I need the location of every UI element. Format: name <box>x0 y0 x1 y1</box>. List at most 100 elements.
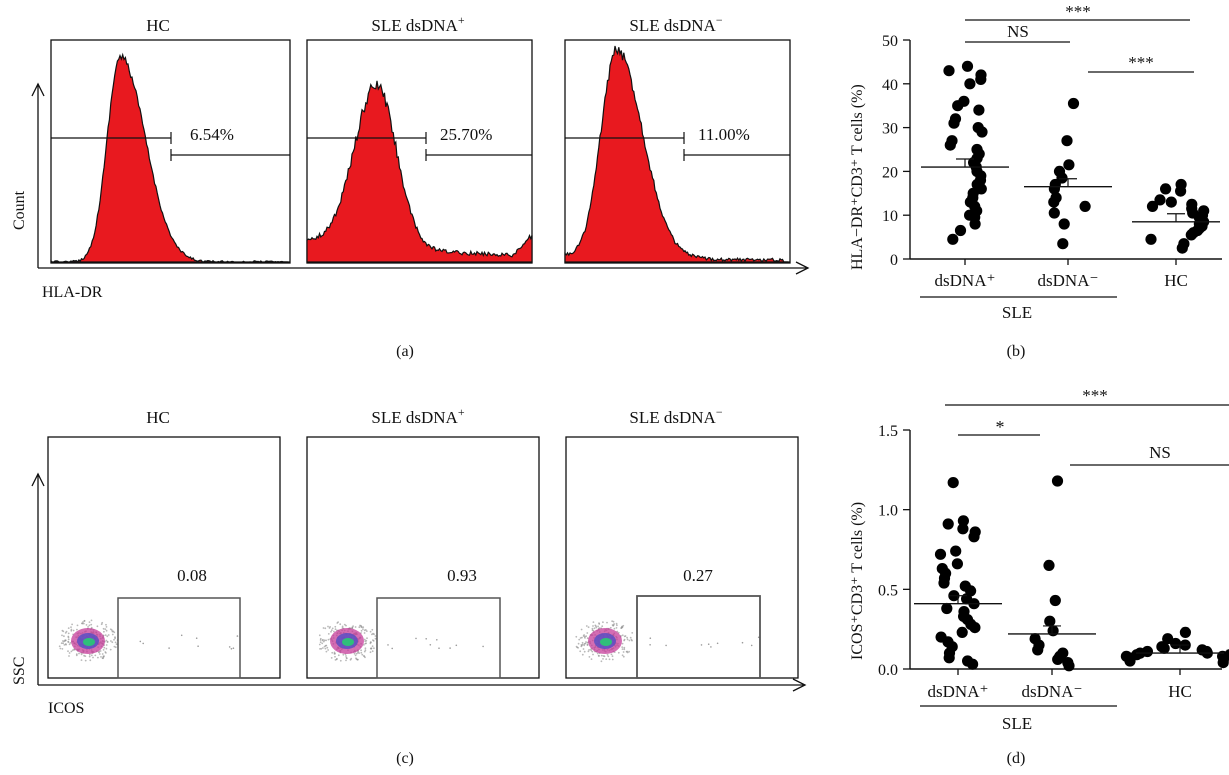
gate-percent: 6.54% <box>190 125 234 144</box>
data-point <box>1185 229 1197 241</box>
title-superscript: + <box>458 405 465 419</box>
significance-label: NS <box>1007 22 1029 41</box>
data-point <box>1063 159 1075 171</box>
y-tick-label: 10 <box>882 208 898 225</box>
data-point <box>1154 194 1166 206</box>
y-tick-label: 30 <box>882 121 898 138</box>
data-point <box>1051 475 1064 487</box>
panel-b-points <box>943 60 1210 254</box>
data-point <box>1176 242 1188 254</box>
histogram-sle-dsdna-positive: SLE dsDNA+ 25.70% <box>306 13 533 264</box>
data-point <box>976 126 988 138</box>
data-point <box>1145 233 1157 245</box>
data-point <box>1165 196 1177 208</box>
data-point <box>943 65 955 77</box>
panel-c-x-axis-label: ICOS <box>48 700 84 717</box>
data-point <box>1124 655 1136 667</box>
data-point <box>1079 200 1091 212</box>
data-point <box>1048 196 1060 208</box>
panel-d-points <box>934 475 1229 672</box>
significance-bracket: *** <box>1088 53 1194 73</box>
data-point <box>961 60 974 72</box>
panel-b-means <box>921 158 1220 223</box>
significance-bracket: *** <box>945 386 1229 406</box>
data-point <box>1049 594 1061 607</box>
data-point <box>934 548 947 560</box>
panel-c: SSC ICOS HC 0.08 SLE dsDNA+ 0.93 SLE dsD… <box>11 405 807 767</box>
data-point <box>957 515 970 527</box>
data-point <box>1146 200 1159 212</box>
data-point <box>1175 185 1187 197</box>
data-point <box>954 224 967 237</box>
data-point <box>969 622 981 634</box>
histogram-curve <box>50 52 290 263</box>
panel-b-x-ticks: dsDNA⁺ dsDNA⁻ HC <box>935 259 1188 290</box>
gate-marker <box>51 132 290 161</box>
histogram-curve <box>564 45 790 263</box>
panel-c-y-axis <box>31 472 45 685</box>
y-tick-label: 50 <box>882 33 898 50</box>
panel-b-letter: (b) <box>1007 343 1026 360</box>
x-tick-label: dsDNA⁺ <box>928 682 989 701</box>
data-point <box>1067 97 1080 110</box>
dotplot-title: SLE dsDNA− <box>629 405 722 427</box>
gate-marker <box>307 132 532 161</box>
panel-d-group-label: SLE <box>1002 714 1032 733</box>
significance-label: *** <box>1128 53 1154 72</box>
significance-bracket: NS <box>1070 443 1229 466</box>
histogram-sle-dsdna-negative: SLE dsDNA− 11.00% <box>564 13 791 264</box>
significance-label: *** <box>1082 386 1108 405</box>
data-point <box>947 233 959 245</box>
x-tick-label: HC <box>1164 271 1188 290</box>
panel-b-y-axis-label: HLA−DR⁺CD3⁺ T cells (%) <box>849 84 866 270</box>
dotplot-sle-dsdna-negative: SLE dsDNA− 0.27 <box>565 405 799 679</box>
panel-b: 0 10 20 30 40 50 HLA−DR⁺CD3⁺ T cells (%) dsDN… <box>849 2 1222 360</box>
panel-d-y-axis-label: ICOS⁺CD3⁺ T cells (%) <box>849 502 866 660</box>
icos-gate <box>636 595 761 679</box>
y-tick-label: 1.0 <box>878 503 898 520</box>
y-tick-label: 0.0 <box>878 662 898 679</box>
panel-d-means <box>914 595 1224 654</box>
histogram-frame <box>564 39 791 264</box>
panel-a-letter: (a) <box>396 343 414 360</box>
significance-bracket: * <box>958 417 1040 437</box>
cell-cluster <box>58 619 239 662</box>
histogram-frame <box>306 39 533 264</box>
gate-value: 0.93 <box>447 566 477 585</box>
dotplot-sle-dsdna-positive: SLE dsDNA+ 0.93 <box>306 405 540 679</box>
panel-d-y-ticks: 0.0 0.5 1.0 1.5 <box>878 423 910 679</box>
data-point <box>969 218 981 230</box>
data-point <box>948 117 960 129</box>
panel-a-x-axis <box>38 261 810 275</box>
significance-bracket: NS <box>965 22 1070 43</box>
data-point <box>947 477 959 489</box>
data-point <box>975 73 987 85</box>
data-point <box>1063 660 1075 672</box>
y-tick-label: 0 <box>890 252 898 269</box>
panel-b-y-ticks: 0 10 20 30 40 50 <box>882 33 910 269</box>
panel-a-y-axis-label: Count <box>11 190 28 230</box>
data-point <box>1158 642 1170 654</box>
histogram-curve <box>306 80 533 263</box>
panel-c-letter: (c) <box>396 750 414 767</box>
panel-d-letter: (d) <box>1007 750 1026 767</box>
x-tick-label: HC <box>1168 682 1192 701</box>
data-point <box>968 531 980 543</box>
histogram-title: SLE dsDNA− <box>629 13 722 35</box>
panel-d-x-ticks: dsDNA⁺ dsDNA⁻ HC <box>928 669 1192 701</box>
data-point <box>941 602 953 615</box>
data-point <box>967 658 979 670</box>
histogram-frame <box>50 39 291 264</box>
data-point <box>1058 218 1070 230</box>
histogram-title: HC <box>146 16 170 35</box>
x-tick-label: dsDNA⁻ <box>1038 271 1099 290</box>
panel-a: Count HLA-DR HC 6.54% SLE dsDNA+ <box>11 13 810 360</box>
cell-cluster <box>318 621 484 662</box>
title-superscript: − <box>716 405 723 419</box>
data-point <box>964 78 976 90</box>
x-tick-label: dsDNA⁺ <box>935 271 996 290</box>
y-tick-label: 1.5 <box>878 423 898 440</box>
gate-marker <box>565 132 790 161</box>
data-point <box>952 100 964 112</box>
data-point <box>944 139 956 151</box>
